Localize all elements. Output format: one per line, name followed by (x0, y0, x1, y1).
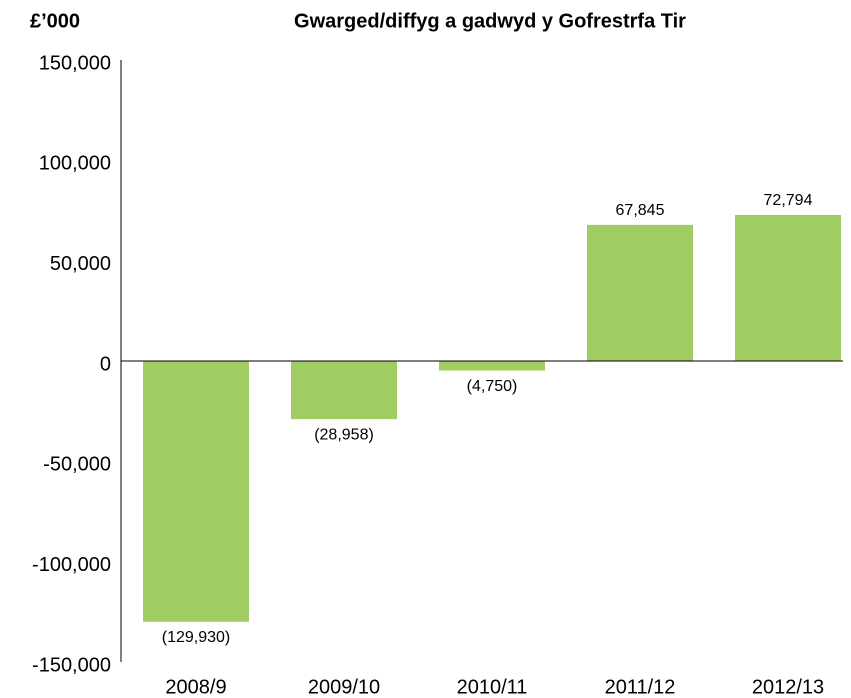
value-label: (4,750) (467, 378, 518, 395)
bar (143, 361, 249, 622)
value-label: 72,794 (764, 192, 813, 209)
y-tick-label: 150,000 (39, 52, 111, 74)
bar (735, 214, 841, 361)
x-tick-label: 2008/9 (165, 676, 226, 698)
x-tick-label: 2012/13 (752, 676, 824, 698)
x-tick-label: 2010/11 (457, 676, 528, 698)
bar (439, 361, 545, 371)
y-tick-label: -150,000 (32, 654, 111, 676)
value-label: (28,958) (314, 426, 374, 443)
x-tick-label: 2011/12 (605, 676, 676, 698)
bar (587, 224, 693, 361)
y-tick-label: 100,000 (39, 153, 111, 175)
y-tick-label: -50,000 (43, 454, 111, 476)
y-axis-label: £’000 (30, 10, 80, 32)
value-label: (129,930) (162, 629, 231, 646)
chart-title: Gwarged/diffyg a gadwyd y Gofrestrfa Tir (294, 10, 686, 32)
y-tick-label: -100,000 (32, 554, 111, 576)
y-tick-label: 50,000 (50, 253, 111, 275)
x-tick-label: 2009/10 (308, 676, 380, 698)
bar (291, 361, 397, 420)
y-tick-label: 0 (100, 353, 111, 375)
value-label: 67,845 (616, 202, 665, 219)
